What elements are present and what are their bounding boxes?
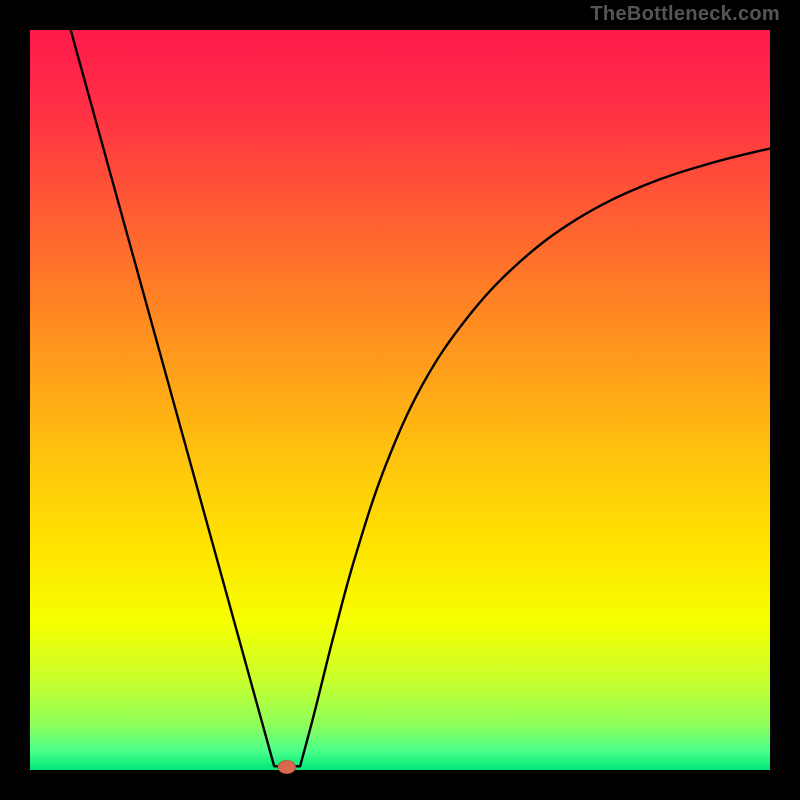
- bottleneck-chart: [0, 0, 800, 800]
- watermark-text: TheBottleneck.com: [590, 3, 780, 26]
- optimum-marker: [278, 760, 296, 773]
- plot-background: [30, 30, 770, 770]
- chart-stage: TheBottleneck.com: [0, 0, 800, 800]
